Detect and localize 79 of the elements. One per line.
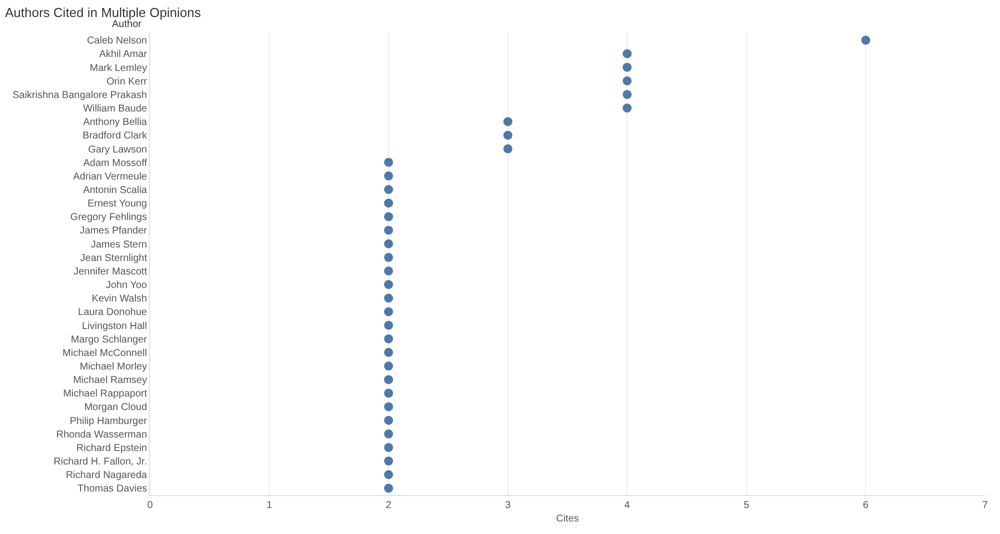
y-tick-label: Saikrishna Bangalore Prakash — [12, 90, 147, 101]
point — [384, 402, 394, 412]
point — [622, 49, 632, 58]
y-tick-label: Michael Morley — [80, 362, 147, 373]
y-tick-label: Caleb Nelson — [86, 36, 147, 47]
y-tick-label: Anthony Bellia — [83, 117, 148, 128]
x-axis-title: Cites — [556, 514, 579, 524]
point — [384, 239, 394, 248]
y-tick-label: James Stern — [90, 239, 147, 250]
point — [384, 158, 394, 167]
y-tick-label: Orin Kerr — [106, 76, 148, 88]
point — [622, 90, 632, 99]
point — [384, 320, 394, 330]
y-tick-label: Michael Ramsey — [73, 375, 147, 386]
point — [384, 388, 394, 398]
y-tick-label: Philip Hamburger — [70, 416, 148, 427]
y-tick-label: Richard Nagareda — [66, 470, 148, 482]
point — [384, 185, 394, 194]
x-tick-label: 1 — [266, 500, 273, 511]
y-tick-label: Jennifer Mascott — [74, 266, 148, 278]
y-tick-label: Morgan Cloud — [84, 402, 147, 414]
y-tick-label: Livingston Hall — [82, 320, 147, 332]
x-tick-label: 4 — [624, 500, 630, 511]
point — [384, 334, 394, 344]
point — [384, 442, 394, 452]
y-tick-label: Gregory Fehlings — [70, 212, 147, 224]
x-tick-label: 2 — [386, 500, 392, 511]
point — [384, 266, 394, 276]
y-axis-title: Author — [112, 19, 142, 30]
x-tick-label: 7 — [982, 500, 988, 511]
x-tick-label: 5 — [744, 500, 750, 511]
point — [384, 252, 394, 262]
point — [384, 416, 394, 425]
x-tick-label: 3 — [505, 500, 512, 511]
y-tick-label: Rhonda Wasserman — [56, 429, 147, 440]
y-tick-label: William Baude — [83, 104, 148, 115]
chart-title: Authors Cited in Multiple Opinions — [5, 5, 202, 20]
y-tick-label: Adrian Vermeule — [73, 171, 148, 182]
point — [503, 117, 512, 126]
point — [384, 212, 394, 222]
y-tick-label: Michael McConnell — [62, 348, 147, 359]
y-tick-label: Ernest Young — [88, 198, 147, 210]
y-tick-label: John Yoo — [106, 280, 148, 292]
point — [384, 226, 394, 235]
point — [622, 62, 632, 72]
y-tick-label: Laura Donohue — [78, 307, 148, 318]
point — [384, 484, 394, 493]
point — [384, 294, 394, 303]
point — [384, 470, 394, 480]
point — [384, 198, 394, 208]
y-tick-label: Adam Mossoff — [83, 158, 148, 169]
y-tick-label: Thomas Davies — [78, 484, 147, 495]
y-tick-label: Antonin Scalia — [83, 185, 148, 196]
y-tick-label: Margo Schlanger — [70, 334, 148, 346]
x-tick-label: 0 — [147, 500, 154, 511]
point — [622, 104, 632, 113]
point — [503, 130, 512, 140]
point — [384, 171, 394, 180]
point — [384, 375, 394, 384]
y-tick-label: Akhil Amar — [99, 49, 148, 60]
y-tick-label: Gary Lawson — [88, 144, 147, 156]
point — [622, 76, 632, 86]
point — [384, 362, 394, 371]
y-tick-label: Kevin Walsh — [92, 294, 147, 305]
point — [503, 144, 512, 154]
y-tick-label: Richard Epstein — [76, 442, 147, 454]
y-tick-label: Richard H. Fallon, Jr. — [54, 456, 147, 468]
point — [384, 456, 394, 466]
point — [384, 429, 394, 438]
y-tick-label: Bradford Clark — [82, 130, 148, 142]
point — [384, 280, 394, 290]
point — [384, 348, 394, 357]
y-tick-label: Mark Lemley — [90, 62, 147, 74]
y-tick-label: Jean Sternlight — [80, 252, 148, 264]
point — [384, 307, 394, 316]
point — [861, 36, 870, 45]
y-tick-label: Michael Rappaport — [63, 388, 148, 400]
x-tick-label: 6 — [862, 500, 869, 511]
y-tick-label: James Pfander — [80, 226, 148, 237]
